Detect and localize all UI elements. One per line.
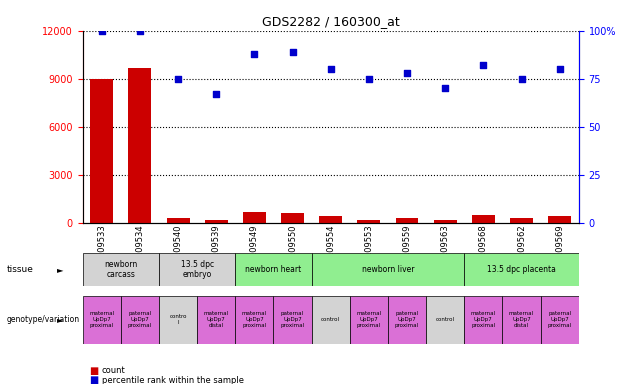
Bar [167, 218, 190, 223]
Text: maternal
UpDp7
distal: maternal UpDp7 distal [509, 311, 534, 328]
Text: paternal
UpDp7
proximal: paternal UpDp7 proximal [395, 311, 419, 328]
Bar [235, 296, 273, 344]
Text: maternal
UpDp7
proximal: maternal UpDp7 proximal [89, 311, 114, 328]
Point [440, 85, 450, 91]
Bar [502, 296, 541, 344]
Bar [83, 253, 159, 286]
Text: maternal
UpDp7
proximal: maternal UpDp7 proximal [356, 311, 382, 328]
Text: ■: ■ [89, 375, 99, 384]
Title: GDS2282 / 160300_at: GDS2282 / 160300_at [262, 15, 399, 28]
Bar [541, 296, 579, 344]
Point [555, 66, 565, 72]
Point [516, 76, 527, 82]
Bar [312, 253, 464, 286]
Text: control: control [436, 317, 455, 322]
Bar [273, 296, 312, 344]
Text: newborn heart: newborn heart [245, 265, 301, 274]
Bar [396, 218, 418, 223]
Text: paternal
UpDp7
proximal: paternal UpDp7 proximal [548, 311, 572, 328]
Bar [243, 212, 266, 223]
Bar [464, 253, 579, 286]
Text: maternal
UpDp7
distal: maternal UpDp7 distal [204, 311, 229, 328]
Bar [388, 296, 426, 344]
Bar [464, 296, 502, 344]
Text: maternal
UpDp7
proximal: maternal UpDp7 proximal [242, 311, 267, 328]
Text: maternal
UpDp7
proximal: maternal UpDp7 proximal [471, 311, 496, 328]
Point [249, 51, 259, 57]
Point [211, 91, 221, 97]
Bar [159, 296, 197, 344]
Bar [159, 253, 235, 286]
Bar [121, 296, 159, 344]
Bar [510, 218, 533, 223]
Bar [426, 296, 464, 344]
Point [135, 28, 145, 34]
Text: paternal
UpDp7
proximal: paternal UpDp7 proximal [280, 311, 305, 328]
Point [402, 70, 412, 76]
Text: ►: ► [57, 315, 64, 324]
Point [173, 76, 183, 82]
Bar [128, 68, 151, 223]
Text: ■: ■ [89, 366, 99, 376]
Bar [319, 216, 342, 223]
Bar [205, 220, 228, 223]
Text: tissue: tissue [6, 265, 33, 274]
Bar [357, 220, 380, 223]
Point [364, 76, 374, 82]
Bar [90, 79, 113, 223]
Text: paternal
UpDp7
proximal: paternal UpDp7 proximal [128, 311, 152, 328]
Bar [281, 213, 304, 223]
Point [97, 28, 107, 34]
Text: control: control [321, 317, 340, 322]
Bar [472, 215, 495, 223]
Text: contro
l: contro l [169, 314, 187, 325]
Point [478, 62, 488, 68]
Bar [235, 253, 312, 286]
Text: newborn
carcass: newborn carcass [104, 260, 137, 280]
Text: count: count [102, 366, 125, 375]
Bar [548, 216, 571, 223]
Text: 13.5 dpc placenta: 13.5 dpc placenta [487, 265, 556, 274]
Bar [434, 220, 457, 223]
Point [326, 66, 336, 72]
Text: percentile rank within the sample: percentile rank within the sample [102, 376, 244, 384]
Bar [312, 296, 350, 344]
Bar [83, 296, 121, 344]
Text: ►: ► [57, 265, 64, 274]
Text: 13.5 dpc
embryo: 13.5 dpc embryo [181, 260, 214, 280]
Point [287, 49, 298, 55]
Bar [197, 296, 235, 344]
Text: newborn liver: newborn liver [362, 265, 414, 274]
Bar [350, 296, 388, 344]
Text: genotype/variation: genotype/variation [6, 315, 80, 324]
